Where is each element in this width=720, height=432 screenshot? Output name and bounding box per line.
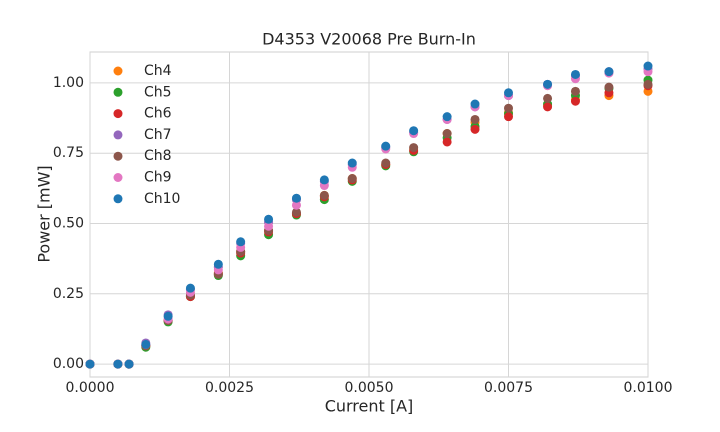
y-axis-label: Power [mW]: [35, 165, 54, 262]
legend-marker: [113, 173, 123, 182]
data-point: [319, 175, 329, 185]
y-tick-label: 0.50: [53, 215, 84, 231]
legend-marker: [113, 87, 123, 97]
data-point: [604, 82, 614, 92]
data-point: [319, 190, 329, 200]
chart-title: D4353 V20068 Pre Burn-In: [262, 30, 476, 49]
legend-marker: [113, 151, 123, 161]
x-tick-label: 0.0100: [624, 380, 673, 396]
data-point: [470, 114, 480, 124]
legend-marker: [113, 130, 123, 140]
legend-label: Ch5: [144, 84, 172, 100]
data-point: [291, 200, 301, 210]
data-point: [409, 126, 419, 136]
data-point: [141, 339, 151, 349]
data-point: [643, 79, 653, 89]
data-point: [504, 103, 513, 113]
data-point: [381, 141, 391, 151]
x-tick-label: 0.0075: [484, 380, 533, 396]
legend-label: Ch6: [144, 106, 172, 122]
data-point: [264, 214, 274, 224]
data-point: [163, 311, 173, 321]
data-point: [442, 137, 452, 147]
legend-marker: [113, 109, 123, 119]
data-point: [504, 112, 513, 122]
data-point: [442, 129, 452, 139]
data-point: [643, 61, 653, 71]
legend-label: Ch4: [144, 63, 172, 79]
data-point: [470, 124, 480, 134]
y-tick-label: 0.25: [53, 286, 84, 302]
legend-label: Ch10: [144, 191, 180, 207]
legend-label: Ch8: [144, 148, 172, 164]
data-point: [381, 158, 391, 168]
data-point: [185, 283, 195, 293]
data-point: [570, 96, 580, 106]
x-tick-label: 0.0000: [66, 380, 115, 396]
data-point: [543, 102, 553, 112]
data-point: [347, 158, 357, 168]
data-point: [442, 112, 452, 122]
data-point: [409, 143, 419, 153]
data-point: [124, 359, 134, 369]
data-point: [236, 237, 246, 247]
legend-label: Ch7: [144, 127, 172, 143]
data-point: [604, 67, 614, 77]
y-tick-label: 1.00: [53, 75, 84, 91]
legend-marker: [113, 194, 123, 204]
x-tick-label: 0.0050: [345, 380, 394, 396]
data-point: [264, 221, 274, 231]
data-point: [291, 193, 301, 203]
data-point: [570, 86, 580, 96]
y-tick-label: 0.00: [53, 356, 84, 372]
data-point: [291, 207, 301, 217]
x-axis-label: Current [A]: [325, 397, 414, 416]
data-point: [347, 174, 357, 184]
legend-label: Ch9: [144, 170, 172, 186]
y-tick-label: 0.75: [53, 145, 84, 161]
legend-marker: [113, 66, 123, 76]
x-tick-label: 0.0025: [205, 380, 254, 396]
data-point: [570, 69, 580, 79]
data-point: [543, 93, 553, 103]
data-point: [543, 79, 553, 89]
data-point: [213, 259, 223, 269]
data-point: [470, 99, 480, 109]
data-point: [504, 88, 513, 98]
data-point: [113, 359, 123, 369]
data-point: [85, 359, 95, 369]
